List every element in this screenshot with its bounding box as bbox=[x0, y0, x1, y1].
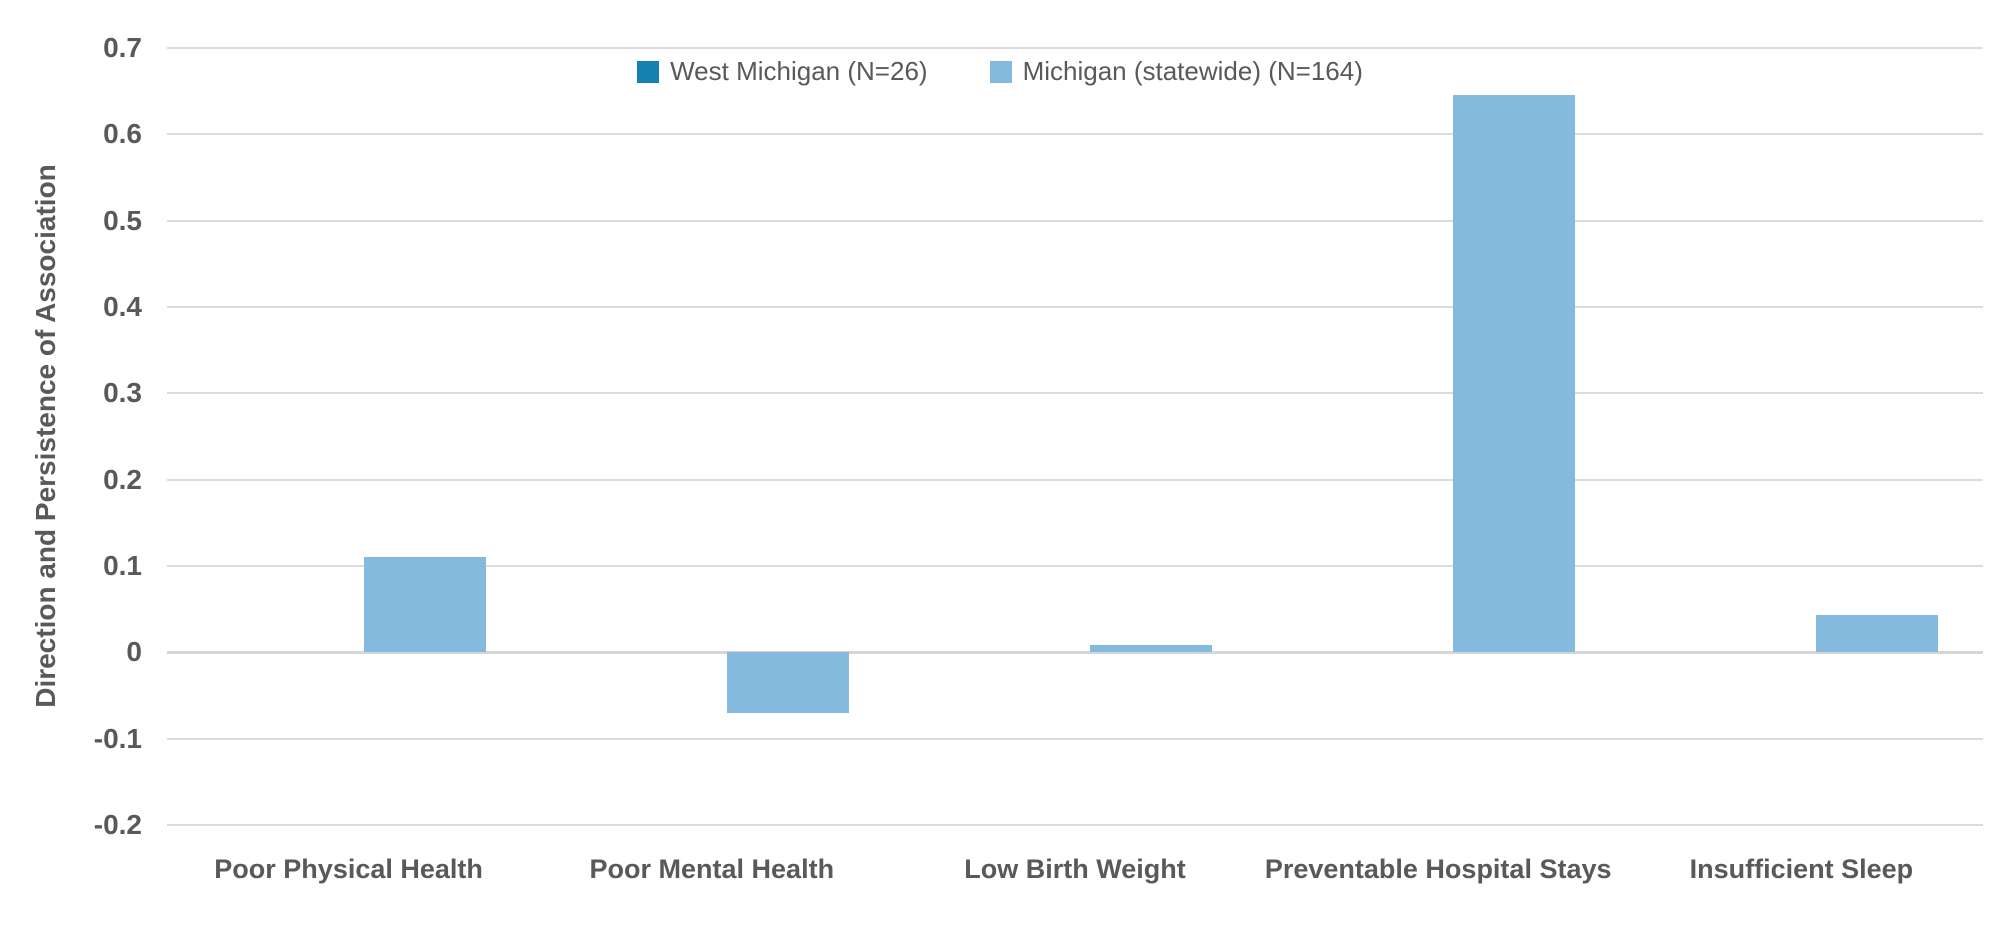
y-tick-label--0.1: -0.1 bbox=[93, 722, 142, 754]
gridline-0.5 bbox=[167, 219, 1983, 222]
y-tick-label-0.2: 0.2 bbox=[103, 463, 142, 495]
y-tick-label-0.7: 0.7 bbox=[103, 32, 142, 63]
legend-item-west-michigan: West Michigan (N=26) bbox=[637, 56, 928, 87]
legend-item-michigan-statewide: Michigan (statewide) (N=164) bbox=[989, 56, 1363, 87]
bar-series1-insufficient-sleep bbox=[1816, 615, 1939, 653]
x-axis-label-insufficient-sleep: Insufficient Sleep bbox=[1689, 854, 1914, 884]
gridline-0.3 bbox=[167, 392, 1983, 395]
x-axis-line bbox=[167, 650, 1983, 654]
legend-label-west-michigan: West Michigan (N=26) bbox=[670, 56, 928, 86]
gridline--0.2 bbox=[167, 824, 1983, 826]
bar-series1-poor-mental-health bbox=[726, 652, 849, 713]
gridline-0.2 bbox=[167, 478, 1983, 481]
legend: West Michigan (N=26) Michigan (statewide… bbox=[0, 56, 2000, 87]
legend-swatch-west-michigan bbox=[637, 60, 660, 83]
x-axis-label-poor-mental-health: Poor Mental Health bbox=[589, 854, 835, 884]
y-tick-label-0.5: 0.5 bbox=[103, 204, 142, 236]
y-tick-label-0: 0 bbox=[126, 636, 142, 668]
x-axis-label-preventable-hospital-stays: Preventable Hospital Stays bbox=[1264, 854, 1612, 884]
bar-series1-poor-physical-health bbox=[363, 557, 486, 653]
x-axis-label-low-birth-weight: Low Birth Weight bbox=[964, 854, 1186, 884]
bar-series1-preventable-hospital-stays bbox=[1453, 95, 1576, 653]
gridline-0.1 bbox=[167, 565, 1983, 567]
y-tick-label--0.2: -0.2 bbox=[93, 809, 142, 840]
x-axis-label-poor-physical-health: Poor Physical Health bbox=[214, 854, 483, 884]
y-axis-title: Direction and Persistence of Association bbox=[30, 164, 61, 708]
gridline-0.4 bbox=[167, 306, 1983, 308]
gridline-0.6 bbox=[167, 133, 1983, 136]
y-tick-label-0.6: 0.6 bbox=[103, 118, 142, 150]
y-tick-label-0.3: 0.3 bbox=[103, 377, 142, 409]
legend-label-michigan-statewide: Michigan (statewide) (N=164) bbox=[1022, 56, 1363, 86]
gridline--0.1 bbox=[167, 737, 1983, 740]
y-tick-label-0.4: 0.4 bbox=[103, 291, 142, 322]
legend-swatch-michigan-statewide bbox=[989, 60, 1012, 83]
bar-series1-low-birth-weight bbox=[1090, 645, 1212, 653]
y-tick-label-0.1: 0.1 bbox=[103, 550, 142, 581]
gridline-0.7 bbox=[167, 47, 1983, 49]
